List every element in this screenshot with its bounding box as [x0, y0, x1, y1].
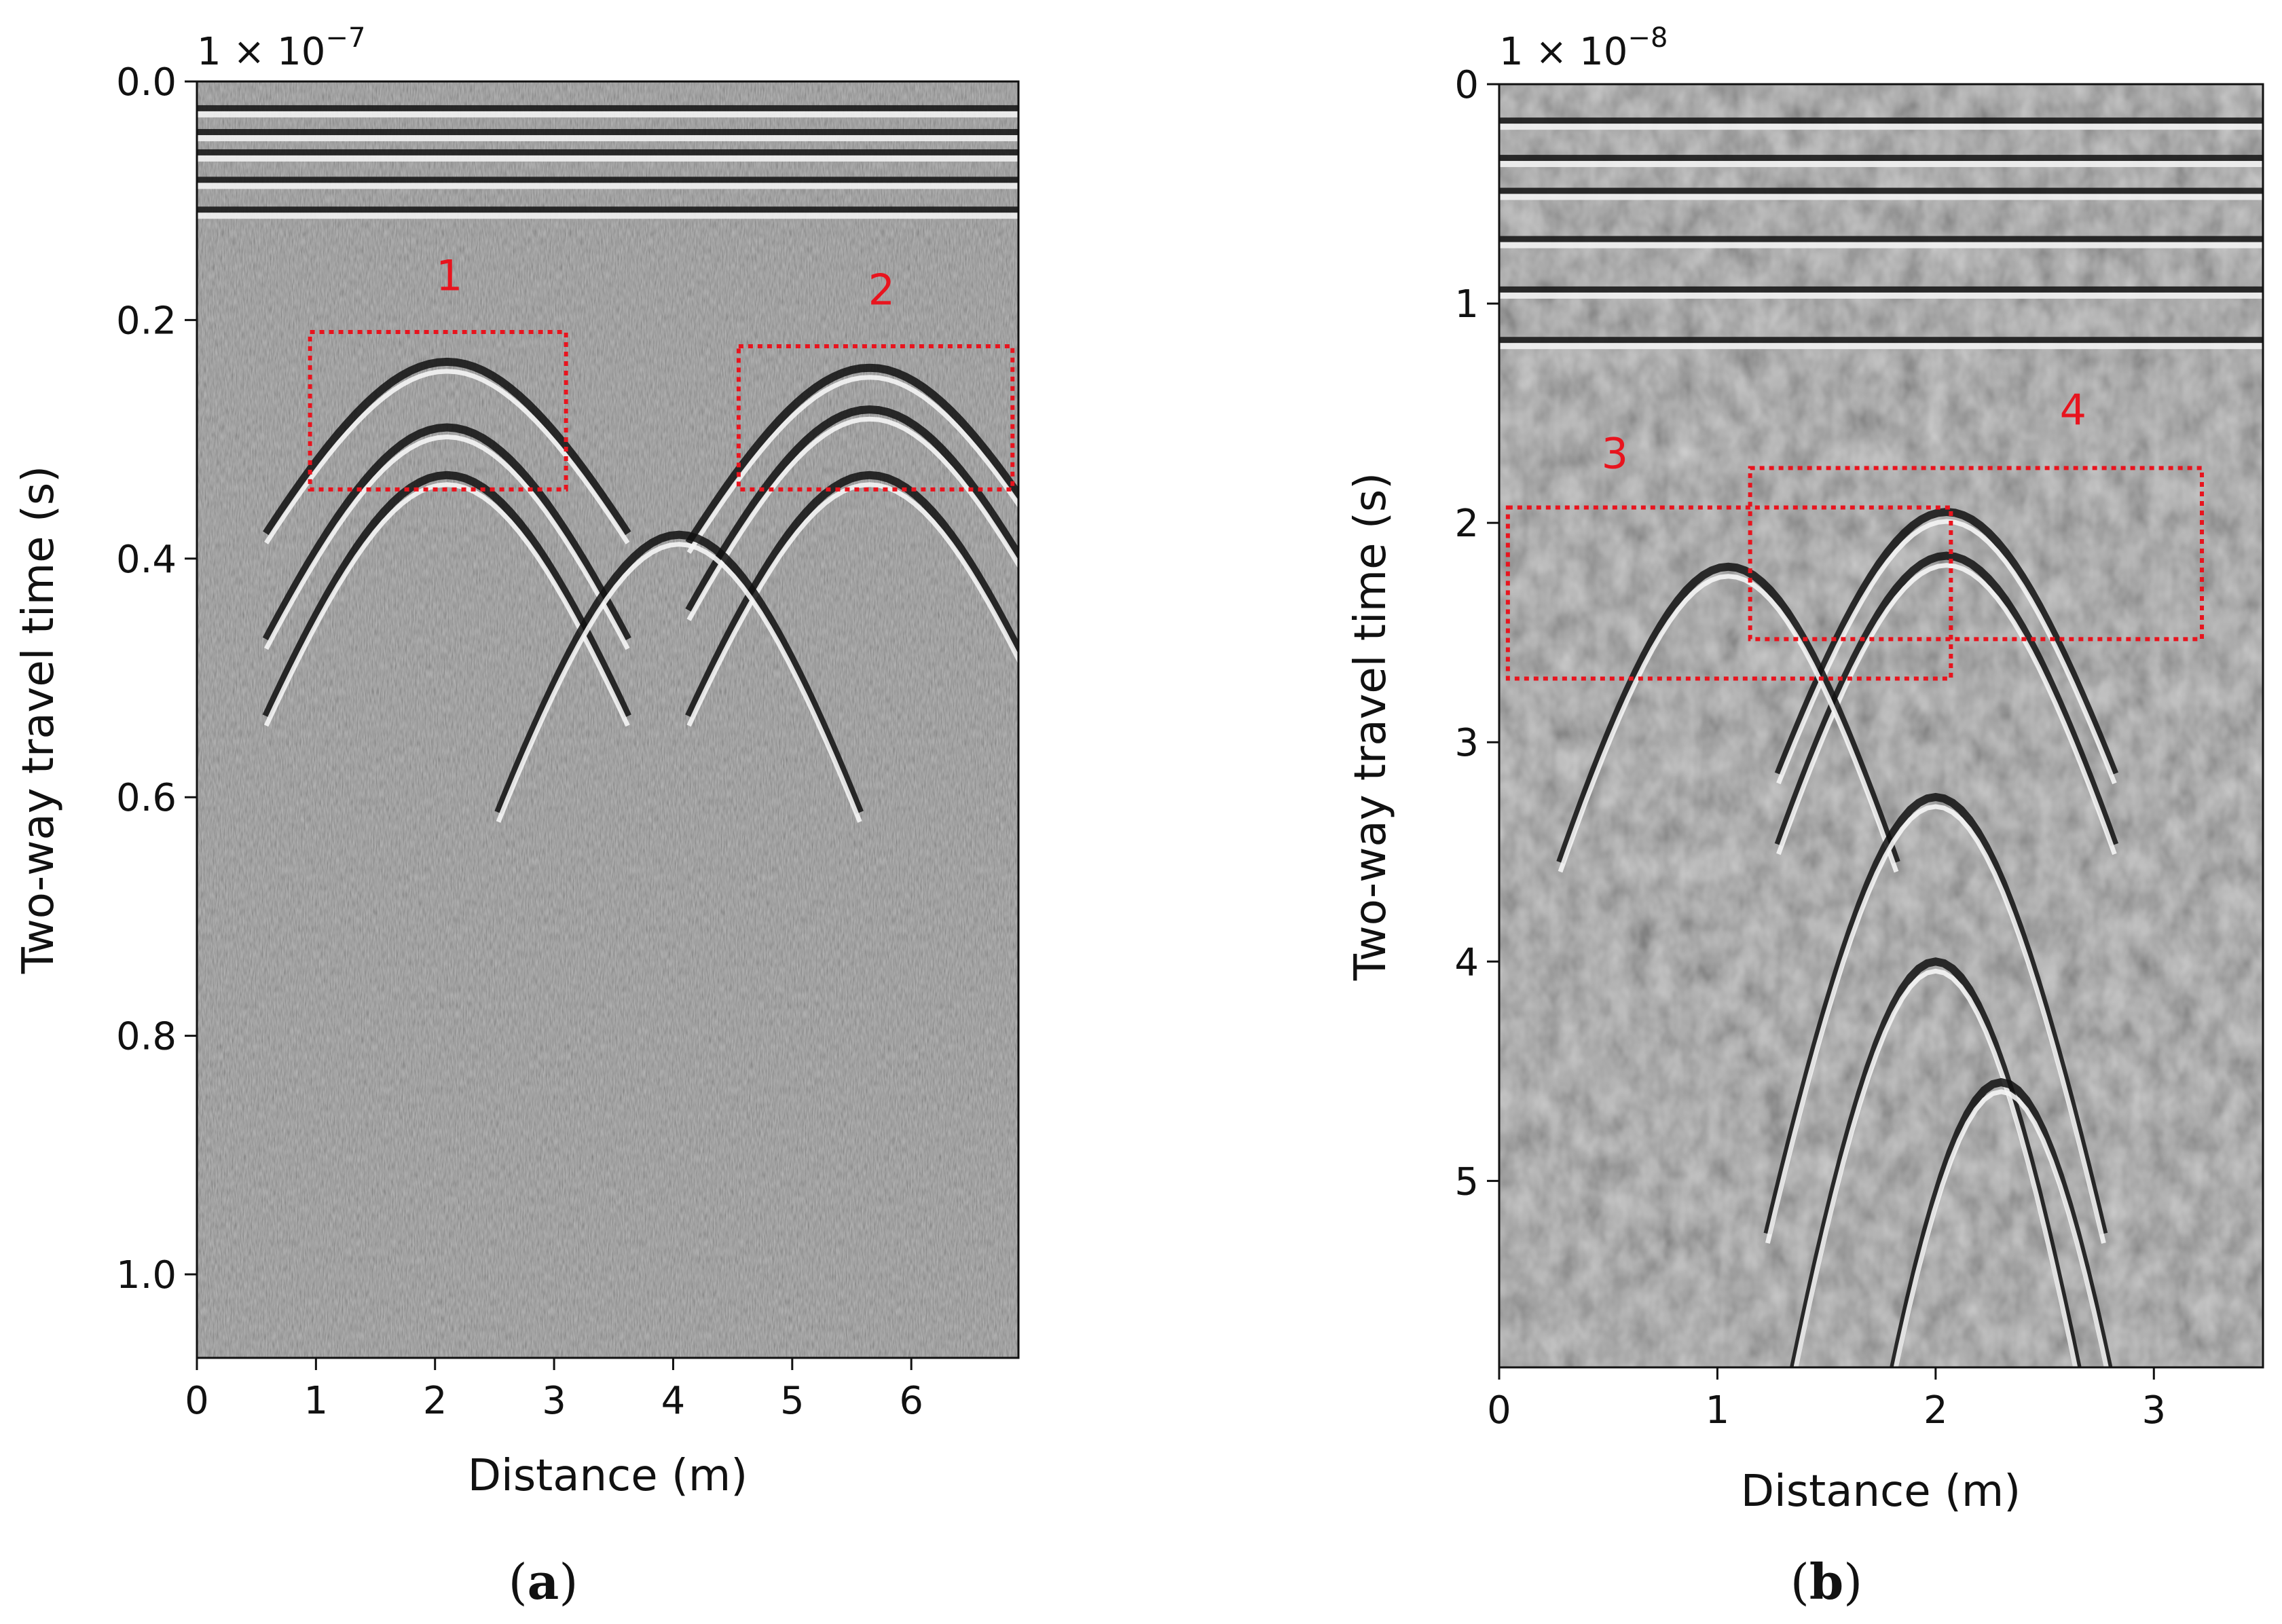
reflection-band-dark — [197, 177, 1018, 183]
reflection-band-dark — [1499, 236, 2263, 242]
annotation-label-2: 2 — [868, 265, 895, 315]
y-tick-label: 4 — [1454, 940, 1479, 984]
hyperbola-dark — [262, 470, 631, 718]
x-tick-label: 1 — [1706, 1388, 1730, 1433]
reflection-band-light — [197, 213, 1018, 219]
reflection-band-light — [1499, 242, 2263, 248]
x-tick-label: 1 — [304, 1379, 329, 1423]
x-tick-label: 3 — [542, 1379, 566, 1423]
hyperbola-light — [1776, 519, 2117, 785]
hyperbola-dark — [494, 530, 864, 814]
reflection-band-dark — [1499, 187, 2263, 194]
x-tick-label: 2 — [423, 1379, 447, 1423]
x-axis-label-a: Distance (m) — [468, 1451, 748, 1501]
annotation-box-1 — [308, 329, 568, 492]
annotation-label-3: 3 — [1602, 428, 1628, 478]
reflection-band-light — [197, 155, 1018, 162]
y-tick-label: 2 — [1454, 502, 1479, 546]
hyperbola-light — [263, 482, 630, 727]
hyperbola-dark — [685, 363, 1018, 546]
offset-label-b: 1 × 10−8 — [1499, 22, 1668, 74]
plot-frame-b — [1498, 83, 2264, 1369]
annotation-box-3 — [1505, 505, 1953, 681]
hyperbola-dark — [1556, 562, 1900, 864]
x-tick-label: 3 — [2141, 1388, 2166, 1433]
reflection-band-light — [1499, 292, 2263, 299]
x-tick-label: 5 — [780, 1379, 805, 1423]
annotation-label-4: 4 — [2060, 385, 2086, 435]
reflection-band-dark — [1499, 337, 2263, 344]
panel-caption-b: (b) — [1790, 1553, 1863, 1610]
reflection-band-light — [197, 135, 1018, 142]
y-tick-label: 0 — [1454, 63, 1479, 107]
annotation-label-1: 1 — [436, 251, 462, 300]
y-axis-label-b: Two-way travel time (s) — [1346, 473, 1396, 981]
radargram-b — [1499, 84, 2263, 1367]
panel-caption-a: (a) — [509, 1553, 578, 1610]
x-tick-label: 6 — [899, 1379, 923, 1423]
hyperbola-light — [496, 542, 862, 823]
hyperbola-light — [1793, 968, 2078, 1367]
hyperbola-light — [686, 416, 1018, 621]
annotation-box-2 — [736, 344, 1015, 492]
panel-b: 3 4 0 1 2 3 0 1 2 3 4 5 1 × 10−8 Distance (m) Two… — [1346, 22, 2264, 1610]
y-tick-label: 0.8 — [116, 1015, 177, 1059]
x-axis-label-b: Distance (m) — [1741, 1466, 2021, 1517]
y-tick-label: 1.0 — [116, 1253, 177, 1297]
hyperbola-light — [1558, 574, 1899, 873]
reflection-band-light — [197, 183, 1018, 189]
y-axis-label-a: Two-way travel time (s) — [14, 466, 64, 974]
hyperbola-dark — [262, 423, 631, 642]
hyperbola-light — [686, 375, 1018, 554]
reflection-band-dark — [197, 149, 1018, 155]
plot-frame-a — [196, 80, 1020, 1359]
hyperbola-light — [264, 434, 630, 650]
radargram-a — [197, 81, 1018, 1358]
y-tick-label: 0.2 — [116, 299, 177, 343]
annotation-box-4 — [1748, 466, 2204, 642]
reflection-band-light — [1499, 343, 2263, 350]
x-tick-label: 0 — [185, 1379, 209, 1423]
y-tick-label: 0.6 — [116, 776, 177, 820]
reflection-band-light — [1499, 124, 2263, 130]
hyperbola-dark — [685, 405, 1018, 613]
y-tick-label: 0.4 — [116, 538, 177, 582]
hyperbola-dark — [1763, 792, 2108, 1235]
hyperbola-light — [1893, 1089, 2109, 1367]
y-tick-label: 1 — [1454, 282, 1479, 327]
x-tick-label: 2 — [1924, 1388, 1948, 1433]
hyperbola-dark — [1890, 1077, 2113, 1367]
reflection-band-dark — [1499, 286, 2263, 293]
hyperbola-light — [686, 482, 1018, 727]
reflection-band-dark — [1499, 155, 2263, 162]
radargram-a-texture — [197, 81, 1018, 1358]
y-tick-label: 5 — [1454, 1160, 1479, 1204]
reflection-band-dark — [197, 129, 1018, 136]
reflection-band-dark — [1499, 117, 2263, 124]
x-tick-label: 0 — [1487, 1388, 1511, 1433]
panel-a: 1 2 0 1 2 3 4 5 6 0.0 0.2 0.4 0.6 0.8 1.0 1 × 10−7 D… — [14, 22, 1020, 1610]
reflection-band-light — [1499, 161, 2263, 168]
x-tick-label: 4 — [661, 1379, 686, 1423]
hyperbola-light — [1765, 804, 2106, 1244]
reflection-band-light — [197, 111, 1018, 117]
y-tick-label: 0.0 — [116, 60, 177, 105]
reflection-band-dark — [197, 206, 1018, 213]
reflection-band-light — [1499, 193, 2263, 200]
hyperbola-dark — [1774, 507, 2118, 776]
reflection-band-dark — [197, 105, 1018, 111]
y-tick-label: 3 — [1454, 721, 1479, 765]
offset-label-a: 1 × 10−7 — [197, 22, 365, 74]
